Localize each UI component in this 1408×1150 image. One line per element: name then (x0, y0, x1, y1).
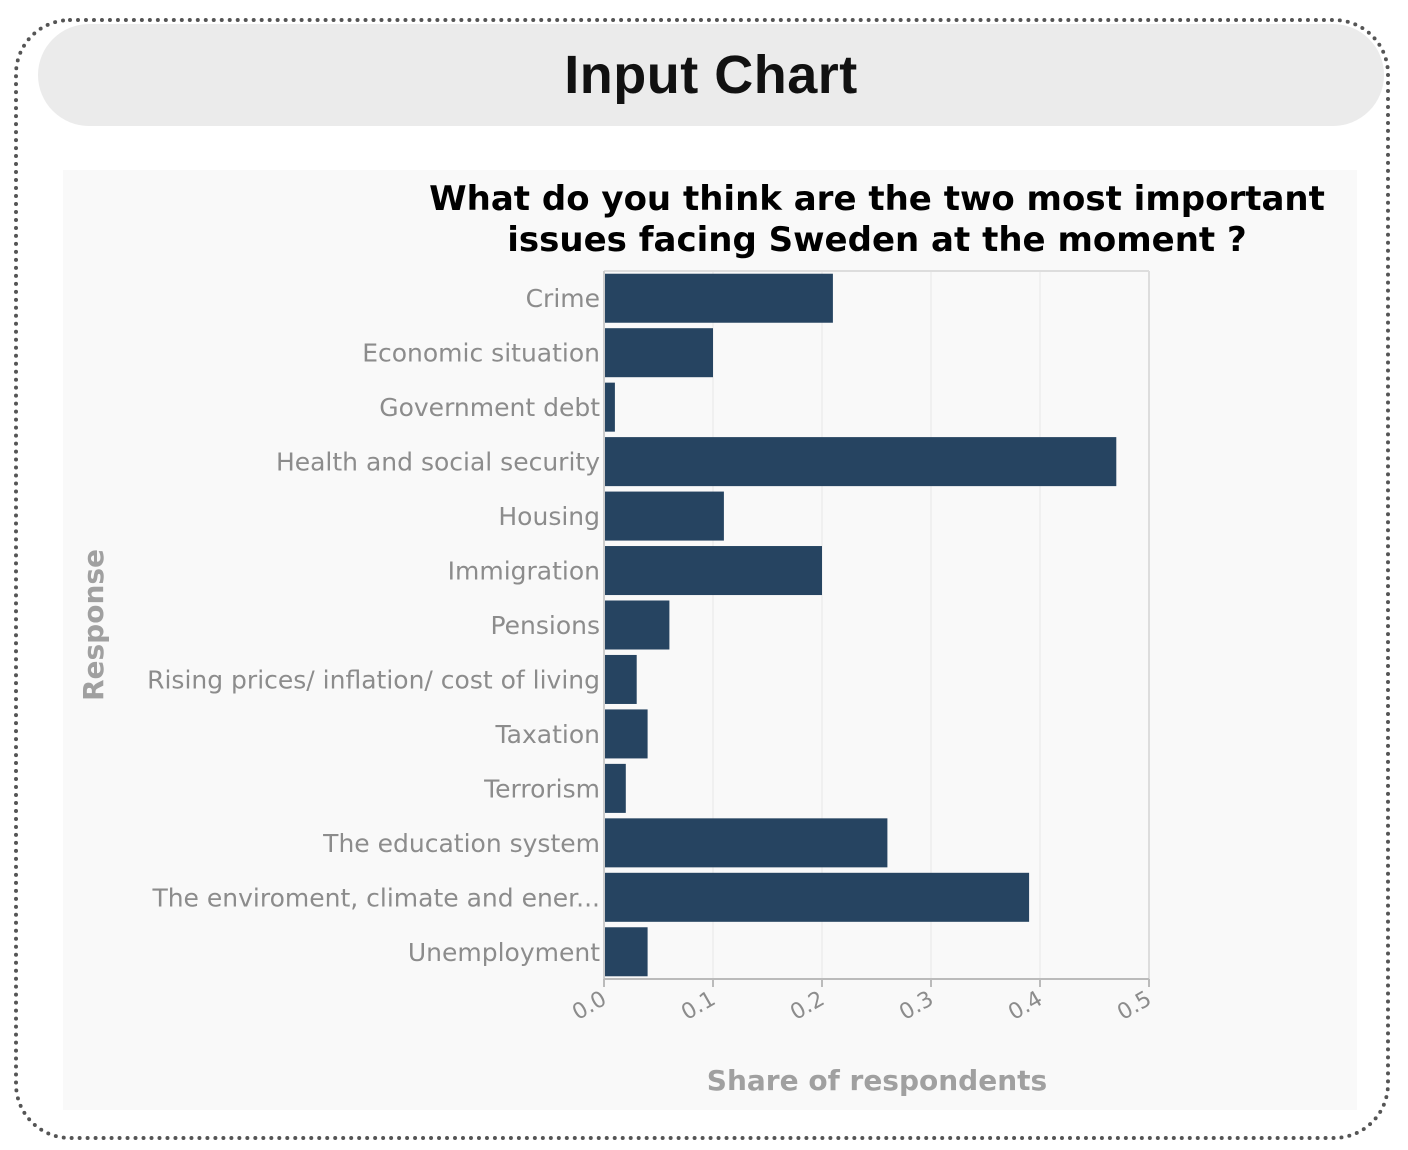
category-label: Pensions (490, 611, 600, 640)
bar (604, 382, 615, 432)
header-bar: Input Chart (38, 24, 1384, 126)
category-label: Economic situation (362, 339, 600, 368)
category-label: Immigration (448, 557, 600, 586)
bar (604, 600, 670, 650)
chart-panel: What do you think are the two most impor… (63, 170, 1357, 1110)
bars (604, 273, 1117, 977)
category-label: Taxation (495, 720, 600, 749)
category-labels: Crime Economic situation Government debt He… (147, 284, 600, 967)
category-label: Terrorism (483, 774, 600, 803)
axes (603, 270, 1150, 987)
bar (604, 328, 713, 378)
x-tick-label: 0.3 (895, 987, 938, 1026)
category-label: The enviroment, climate and ener... (151, 883, 600, 912)
bar-chart: What do you think are the two most impor… (77, 179, 1325, 1097)
x-tick-label: 0.0 (568, 987, 611, 1026)
bar (604, 546, 822, 596)
category-label: Health and social security (276, 448, 600, 477)
x-tick-label: 0.5 (1113, 987, 1156, 1026)
bar (604, 709, 648, 759)
bar (604, 491, 724, 541)
category-label: The education system (322, 829, 600, 858)
bar (604, 437, 1117, 487)
bar (604, 818, 888, 868)
category-label: Housing (498, 502, 600, 531)
page-title: Input Chart (564, 45, 858, 105)
x-tick-label: 0.1 (677, 987, 720, 1026)
x-tick-label: 0.2 (786, 987, 829, 1026)
bar (604, 273, 833, 323)
x-tick-labels: 0.0 0.1 0.2 0.3 0.4 0.5 (568, 987, 1156, 1026)
bar (604, 763, 626, 813)
bar (604, 872, 1030, 922)
chart-title-line-2: issues facing Sweden at the moment ? (507, 220, 1246, 260)
category-label: Rising prices/ inflation/ cost of living (147, 665, 600, 694)
category-label: Government debt (379, 393, 600, 422)
card-frame (14, 18, 1390, 1140)
category-label: Unemployment (408, 938, 600, 967)
category-label: Crime (526, 284, 600, 313)
chart-title-line-1: What do you think are the two most impor… (429, 179, 1325, 219)
x-axis-title: Share of respondents (707, 1064, 1047, 1097)
y-axis-title: Response (77, 549, 110, 701)
bar (604, 927, 648, 977)
bar (604, 654, 637, 704)
x-tick-label: 0.4 (1004, 987, 1047, 1026)
